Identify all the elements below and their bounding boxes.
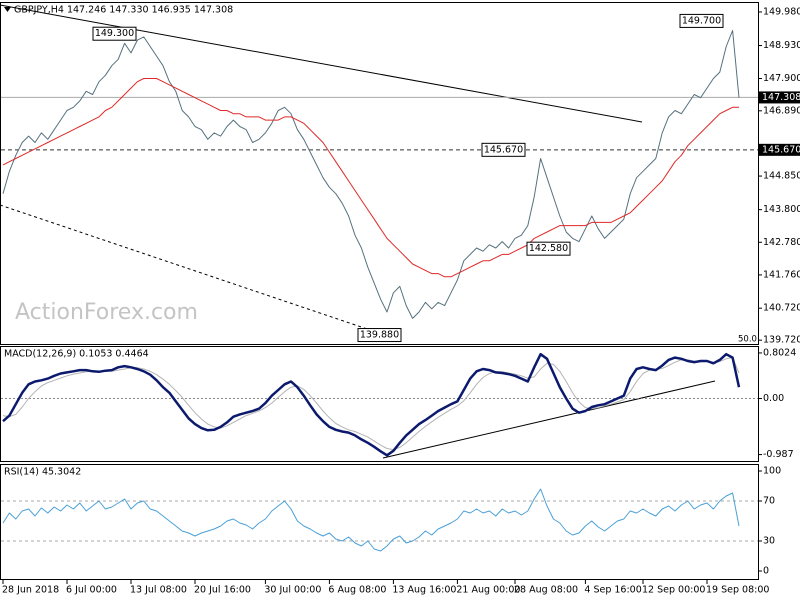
trendline: [0, 4, 643, 123]
macd-trendline: [382, 380, 716, 459]
panel-frame: [0, 346, 759, 462]
trendline-dashed: [0, 204, 386, 336]
y-tick-label: 143.800: [763, 204, 800, 215]
annotation-label: 142.580: [529, 243, 568, 254]
annotation-box: [526, 241, 571, 256]
x-tick-label: 28 Jun 2018: [2, 585, 59, 596]
x-tick-label: 20 Jul 16:00: [194, 585, 251, 596]
menu-arrow: [4, 7, 11, 12]
annotation-label: 139.880: [360, 330, 399, 341]
y-tick-label: 147.900: [763, 73, 800, 84]
y-tick-label: 0: [763, 566, 769, 577]
panel-title: MACD(12,26,9) 0.1053 0.4464: [4, 349, 149, 360]
series-line: [2, 488, 740, 552]
price-tag: [759, 143, 800, 156]
panel-frame: [0, 2, 759, 345]
price-tag: [759, 91, 800, 104]
x-tick-label: 6 Aug 08:00: [328, 585, 386, 596]
x-tick-label: 21 Aug 00:00: [456, 585, 520, 596]
y-tick-label: 141.760: [763, 269, 800, 280]
panel-title: RSI(14) 45.3042: [4, 467, 81, 478]
annotation-box: [679, 13, 724, 28]
x-tick-label: 4 Sep 16:00: [584, 585, 641, 596]
series-line: [2, 78, 739, 278]
price-tag-label: 145.670: [762, 144, 800, 155]
y-tick-label: 139.720: [763, 335, 800, 346]
y-tick-label: 0.00: [763, 393, 784, 404]
y-tick-label: 100: [763, 466, 781, 477]
panel-title: GBPJPY,H4 147.246 147.330 146.935 147.30…: [14, 5, 233, 16]
y-tick-label: 0.8024: [763, 347, 796, 358]
watermark: ActionForex.com: [15, 300, 198, 325]
x-tick-label: 13 Jul 08:00: [130, 585, 187, 596]
x-tick-label: 19 Sep 08:00: [706, 585, 769, 596]
series-line: [2, 30, 740, 319]
x-tick-label: 6 Jul 00:00: [66, 585, 117, 596]
annotation-box: [92, 26, 137, 41]
panel-note: 50.0: [738, 335, 757, 345]
y-tick-label: 70: [763, 496, 775, 507]
y-tick-label: 146.890: [763, 105, 800, 116]
x-tick-label: 30 Jul 00:00: [264, 585, 321, 596]
y-tick-label: 144.850: [763, 171, 800, 182]
price-tag-label: 147.308: [762, 92, 800, 103]
annotation-label: 145.670: [484, 144, 523, 155]
y-tick-label: 148.930: [763, 40, 800, 51]
y-tick-label: -0.987: [763, 449, 794, 460]
y-tick-label: 142.780: [763, 237, 800, 248]
annotation-label: 149.300: [95, 28, 134, 39]
annotation-box: [357, 328, 402, 343]
x-tick-label: 13 Aug 16:00: [392, 585, 456, 596]
y-tick-label: 140.720: [763, 303, 800, 314]
series-line: [2, 352, 741, 457]
panel-frame: [0, 464, 759, 580]
x-tick-label: 28 Aug 08:00: [514, 585, 578, 596]
x-tick-label: 12 Sep 00:00: [642, 585, 705, 596]
y-tick-label: 149.980: [763, 6, 800, 17]
annotation-box: [481, 142, 526, 157]
series-line: [2, 357, 740, 451]
annotation-label: 149.700: [682, 15, 721, 26]
y-tick-label: 30: [763, 536, 775, 547]
